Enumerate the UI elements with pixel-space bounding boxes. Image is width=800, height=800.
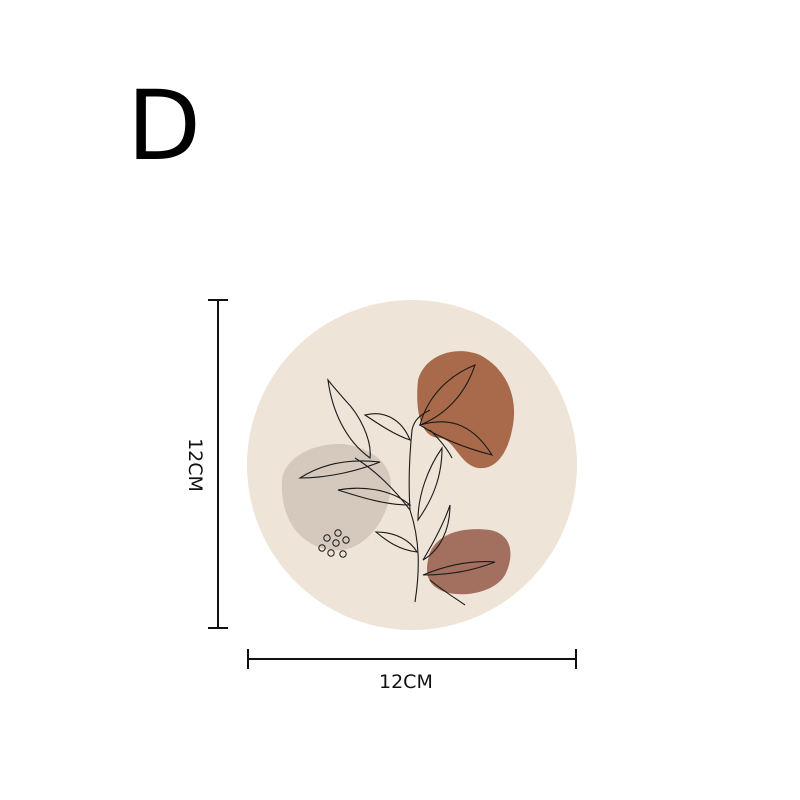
round-coaster xyxy=(247,300,577,630)
height-label: 12CM xyxy=(184,438,206,492)
width-label: 12CM xyxy=(379,671,433,693)
blob-bottom xyxy=(426,529,511,595)
blob-left xyxy=(281,444,391,551)
height-dimension-line xyxy=(208,299,228,629)
leaf-branch-line-art xyxy=(298,364,496,606)
variant-letter: D xyxy=(127,70,201,182)
dot-cluster xyxy=(318,529,350,558)
width-dimension-line xyxy=(247,649,577,669)
blob-top xyxy=(417,351,515,469)
